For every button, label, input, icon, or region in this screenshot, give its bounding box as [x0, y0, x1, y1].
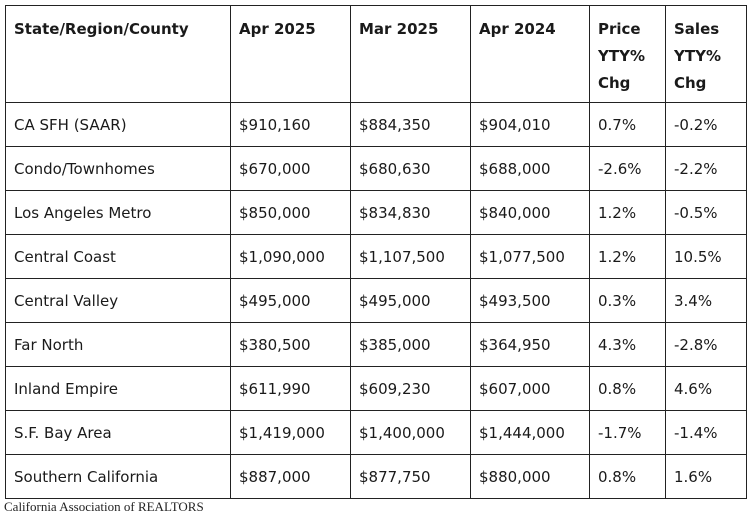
header-row: State/Region/County Apr 2025 Mar 2025 Apr 2… — [5, 5, 747, 103]
table-row: Southern California $887,000 $877,750 $880,… — [5, 454, 747, 499]
cell-sales-yty-chg: 3.4% — [665, 278, 747, 323]
header-text: Mar 2025 — [359, 20, 439, 38]
cell-apr-2024: $364,950 — [470, 322, 590, 367]
cell-apr-2024: $688,000 — [470, 146, 590, 191]
cell-sales-yty-chg: -0.2% — [665, 102, 747, 147]
cell-region: Far North — [5, 322, 231, 367]
cell-sales-yty-chg: 1.6% — [665, 454, 747, 499]
cell-mar-2025: $1,107,500 — [350, 234, 471, 279]
cell-apr-2025: $611,990 — [230, 366, 351, 411]
cell-apr-2025: $495,000 — [230, 278, 351, 323]
cell-apr-2025: $910,160 — [230, 102, 351, 147]
cell-apr-2025: $670,000 — [230, 146, 351, 191]
cell-mar-2025: $495,000 — [350, 278, 471, 323]
cell-sales-yty-chg: -0.5% — [665, 190, 747, 235]
cell-region: Central Valley — [5, 278, 231, 323]
header-text: Price — [598, 20, 641, 38]
cell-apr-2024: $840,000 — [470, 190, 590, 235]
table-row: Condo/Townhomes $670,000 $680,630 $688,000-… — [5, 146, 747, 191]
header-text: Apr 2025 — [239, 20, 316, 38]
cell-apr-2024: $880,000 — [470, 454, 590, 499]
cell-price-yty-chg: 0.7% — [589, 102, 666, 147]
table-row: S.F. Bay Area $1,419,000 $1,400,000 $1,444,… — [5, 410, 747, 455]
cell-price-yty-chg: 4.3% — [589, 322, 666, 367]
cell-apr-2024: $904,010 — [470, 102, 590, 147]
table-row: Inland Empire $611,990 $609,230 $607,000 0.8… — [5, 366, 747, 411]
table-row: Central Coast $1,090,000 $1,107,500 $1,077,… — [5, 234, 747, 279]
cell-sales-yty-chg: -1.4% — [665, 410, 747, 455]
cell-sales-yty-chg: -2.2% — [665, 146, 747, 191]
cell-apr-2024: $1,077,500 — [470, 234, 590, 279]
cell-price-yty-chg: -1.7% — [589, 410, 666, 455]
cell-mar-2025: $1,400,000 — [350, 410, 471, 455]
home-price-table: State/Region/County Apr 2025 Mar 2025 Apr 2… — [5, 5, 747, 499]
header-mar-2025: Mar 2025 — [350, 5, 471, 103]
cell-apr-2025: $380,500 — [230, 322, 351, 367]
table-row: CA SFH (SAAR) $910,160 $884,350 $904,010 0.7… — [5, 102, 747, 147]
header-text: Chg — [598, 74, 631, 92]
cell-mar-2025: $884,350 — [350, 102, 471, 147]
cell-apr-2024: $493,500 — [470, 278, 590, 323]
header-text: Chg — [674, 74, 707, 92]
header-region: State/Region/County — [5, 5, 231, 103]
header-text: State/Region/County — [14, 20, 189, 38]
cell-region: CA SFH (SAAR) — [5, 102, 231, 147]
cell-sales-yty-chg: 10.5% — [665, 234, 747, 279]
cell-price-yty-chg: 0.8% — [589, 366, 666, 411]
header-apr-2024: Apr 2024 — [470, 5, 590, 103]
cell-sales-yty-chg: -2.8% — [665, 322, 747, 367]
cell-sales-yty-chg: 4.6% — [665, 366, 747, 411]
source-caption: California Association of REALTORS — [4, 499, 204, 514]
cell-price-yty-chg: 0.8% — [589, 454, 666, 499]
cell-mar-2025: $680,630 — [350, 146, 471, 191]
table-row: Central Valley $495,000 $495,000 $493,500 0.… — [5, 278, 747, 323]
table-header: State/Region/County Apr 2025 Mar 2025 Apr 2… — [5, 5, 747, 103]
header-price-yty-chg: Price YTY% Chg — [589, 5, 666, 103]
header-text: YTY% — [674, 47, 721, 65]
header-text: Apr 2024 — [479, 20, 556, 38]
cell-region: S.F. Bay Area — [5, 410, 231, 455]
header-apr-2025: Apr 2025 — [230, 5, 351, 103]
cell-price-yty-chg: 1.2% — [589, 190, 666, 235]
table-row: Los Angeles Metro $850,000 $834,830 $840,00… — [5, 190, 747, 235]
cell-apr-2025: $1,419,000 — [230, 410, 351, 455]
cell-region: Los Angeles Metro — [5, 190, 231, 235]
cell-mar-2025: $609,230 — [350, 366, 471, 411]
header-text: Sales — [674, 20, 720, 38]
cell-region: Inland Empire — [5, 366, 231, 411]
header-text: YTY% — [598, 47, 645, 65]
table-body: CA SFH (SAAR) $910,160 $884,350 $904,010 0.7… — [5, 102, 747, 499]
cell-mar-2025: $877,750 — [350, 454, 471, 499]
table-row: Far North $380,500 $385,000 $364,950 4.3% -2.… — [5, 322, 747, 367]
cell-price-yty-chg: 1.2% — [589, 234, 666, 279]
cell-apr-2025: $887,000 — [230, 454, 351, 499]
cell-apr-2024: $607,000 — [470, 366, 590, 411]
cell-mar-2025: $385,000 — [350, 322, 471, 367]
cell-region: Central Coast — [5, 234, 231, 279]
cell-apr-2025: $850,000 — [230, 190, 351, 235]
cell-apr-2024: $1,444,000 — [470, 410, 590, 455]
header-sales-yty-chg: Sales YTY% Chg — [665, 5, 747, 103]
cell-region: Condo/Townhomes — [5, 146, 231, 191]
cell-price-yty-chg: 0.3% — [589, 278, 666, 323]
cell-mar-2025: $834,830 — [350, 190, 471, 235]
cell-price-yty-chg: -2.6% — [589, 146, 666, 191]
cell-apr-2025: $1,090,000 — [230, 234, 351, 279]
cell-region: Southern California — [5, 454, 231, 499]
